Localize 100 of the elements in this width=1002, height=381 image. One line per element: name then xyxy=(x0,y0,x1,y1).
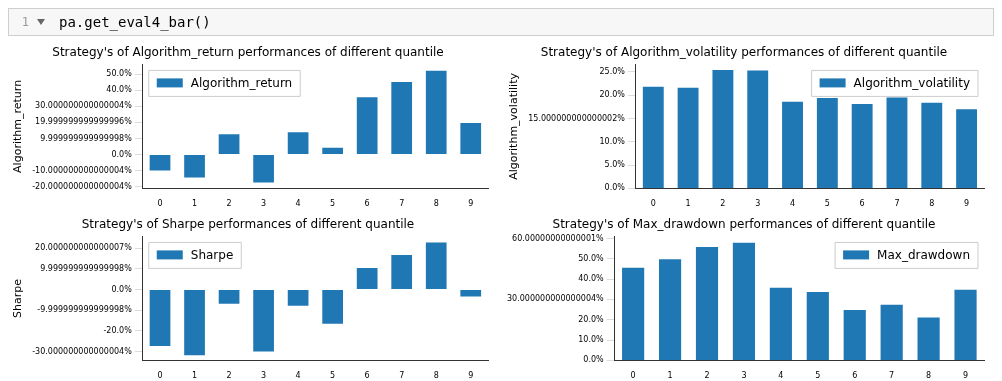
x-tick-label: 1 xyxy=(192,371,198,381)
bar xyxy=(658,259,682,360)
x-tick-label: 2 xyxy=(720,199,726,209)
x-tick-label: 9 xyxy=(468,371,474,381)
bar xyxy=(917,317,940,360)
y-tick-label: 20.0% xyxy=(599,90,626,100)
bar xyxy=(218,290,240,304)
bar xyxy=(184,155,205,178)
bar xyxy=(816,97,838,188)
bar xyxy=(253,155,274,183)
legend-label: Algorithm_return xyxy=(190,75,293,90)
bar xyxy=(391,82,413,155)
y-tick-label: 40.0% xyxy=(106,85,133,95)
bar xyxy=(287,290,309,306)
x-tick-label: 5 xyxy=(330,371,336,381)
x-tick-label: 4 xyxy=(295,199,301,209)
x-tick-label: 4 xyxy=(789,199,796,209)
bar xyxy=(880,304,903,360)
y-tick-label: 30.000000000000004% xyxy=(507,294,605,304)
x-tick-label: 4 xyxy=(778,371,784,381)
bar xyxy=(769,287,792,360)
bar xyxy=(843,309,866,360)
y-tick-label: 30.000000000000004% xyxy=(35,101,133,111)
x-tick-label: 7 xyxy=(894,199,900,209)
x-tick-label: 5 xyxy=(815,371,821,381)
x-tick-label: 6 xyxy=(859,199,865,209)
y-tick-label: 9.999999999999998% xyxy=(40,263,133,273)
bar xyxy=(356,268,378,290)
x-tick-label: 2 xyxy=(226,371,232,381)
y-axis-title: Algorithm_volatility xyxy=(507,72,521,180)
x-tick-label: 8 xyxy=(433,199,439,209)
bar xyxy=(149,155,171,171)
x-tick-label: 7 xyxy=(889,371,895,381)
x-tick-label: 7 xyxy=(399,199,405,209)
bar xyxy=(642,86,664,188)
bar xyxy=(851,104,873,188)
y-tick-label: 25.0% xyxy=(599,66,626,76)
y-tick-label: 50.0% xyxy=(106,69,133,79)
y-tick-label: 10.0% xyxy=(578,335,605,345)
y-tick-label: 0.0% xyxy=(583,355,605,365)
bar xyxy=(184,290,205,356)
x-tick-label: 4 xyxy=(295,371,301,381)
bar xyxy=(747,70,769,188)
y-tick-label: 0.0% xyxy=(604,183,626,193)
y-axis-title: Sharpe xyxy=(11,278,25,318)
y-tick-label: 50.0% xyxy=(578,253,605,263)
x-tick-label: 3 xyxy=(755,199,761,209)
bar xyxy=(460,123,482,155)
x-tick-label: 6 xyxy=(364,371,370,381)
x-tick-label: 0 xyxy=(157,199,163,209)
y-tick-label: 10.0% xyxy=(599,136,626,146)
x-tick-label: 6 xyxy=(364,199,370,209)
bar xyxy=(425,70,447,155)
y-tick-label: 40.0% xyxy=(578,274,605,284)
y-tick-label: 20.000000000000007% xyxy=(35,243,133,253)
text: 1 xyxy=(20,15,29,29)
y-tick-label: -20.0% xyxy=(103,325,133,335)
bar xyxy=(782,101,803,188)
bar xyxy=(695,246,719,360)
bar xyxy=(956,109,978,188)
bar xyxy=(253,290,274,352)
y-tick-label: 19.999999999999996% xyxy=(35,117,133,127)
y-tick-label: 5.0% xyxy=(604,160,626,170)
x-tick-label: 0 xyxy=(630,371,636,381)
bar xyxy=(149,290,171,346)
x-tick-label: 2 xyxy=(704,371,710,381)
y-tick-label: 15.000000000000002% xyxy=(528,113,626,123)
y-tick-label: -9.999999999999998% xyxy=(37,305,133,315)
y-tick-label: 0.0% xyxy=(111,284,133,294)
x-tick-label: 5 xyxy=(330,199,336,209)
bar xyxy=(954,289,977,360)
x-tick-label: 5 xyxy=(824,199,830,209)
text: pa.get_eval4_bar() xyxy=(59,14,211,30)
x-tick-label: 3 xyxy=(261,199,267,209)
x-tick-label: 1 xyxy=(192,199,198,209)
x-tick-label: 1 xyxy=(667,371,673,381)
y-axis-title: Algorithm_return xyxy=(11,79,25,173)
x-tick-label: 0 xyxy=(157,371,163,381)
bar xyxy=(425,242,447,290)
y-tick-label: -20.000000000000004% xyxy=(32,181,133,191)
bar xyxy=(322,147,343,155)
bar xyxy=(218,134,240,155)
x-tick-label: 3 xyxy=(741,371,747,381)
bar xyxy=(886,97,908,188)
x-tick-label: 8 xyxy=(433,371,439,381)
legend-label: Algorithm_volatility xyxy=(853,75,971,90)
x-tick-label: 1 xyxy=(685,199,691,209)
bar xyxy=(460,290,482,297)
legend-label: Sharpe xyxy=(190,247,234,262)
chart-title: Strategy's of Algorithm_return performances of different quantile xyxy=(52,45,444,60)
y-tick-label: -10.000000000000004% xyxy=(32,165,133,175)
bar xyxy=(391,255,413,290)
bar xyxy=(622,267,645,360)
y-tick-label: 60.00000000000001% xyxy=(512,233,605,243)
x-tick-label: 0 xyxy=(650,199,656,209)
x-tick-label: 3 xyxy=(261,371,267,381)
x-tick-label: 6 xyxy=(852,371,858,381)
bar xyxy=(356,97,378,155)
bar xyxy=(712,69,734,188)
legend-label: Max_drawdown xyxy=(877,247,970,262)
